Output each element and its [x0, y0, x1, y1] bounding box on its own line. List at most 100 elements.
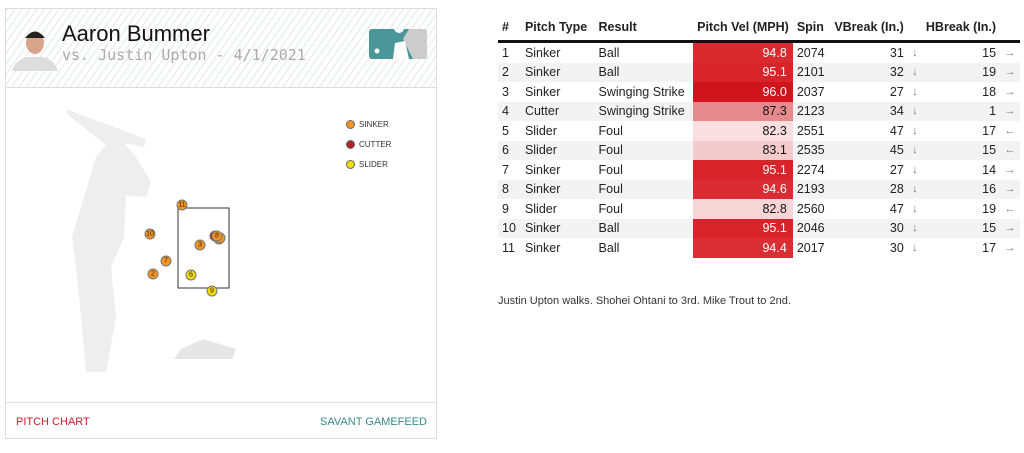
cell-spin: 2037	[796, 84, 825, 99]
table-row: 5 Slider Foul 82.3 2551 47 ↓ 17 ←	[498, 121, 1020, 141]
cell-vel: 95.1	[693, 218, 793, 238]
column-header[interactable]: Pitch Type	[520, 14, 595, 43]
cell-vb: 47	[889, 123, 904, 138]
column-header[interactable]	[907, 14, 922, 43]
cell-vel: 82.8	[693, 199, 793, 219]
cell-hb: 19	[982, 201, 997, 216]
cell-n: 6	[498, 140, 521, 160]
cell-vb: 45	[830, 140, 908, 160]
pitch-table: # Pitch Type Result Pitch Vel (MPH) Spin VBre…	[498, 14, 1020, 258]
cell-hba: →	[1000, 62, 1020, 82]
cell-spin: 2193	[792, 179, 831, 199]
cell-type: Slider	[524, 201, 557, 216]
cell-spin: 2551	[796, 123, 825, 138]
cell-result: Swinging Strike	[594, 101, 694, 121]
column-header[interactable]: Result	[594, 14, 694, 43]
cell-hba: ←	[1000, 140, 1020, 160]
pitch-marker[interactable]: 7	[160, 255, 172, 267]
cell-type: Sinker	[520, 62, 595, 82]
cell-n: 5	[502, 123, 509, 138]
cell-vel: 82.3	[693, 121, 793, 141]
cell-vba: ↓	[907, 218, 922, 238]
legend-label: CUTTER	[359, 139, 392, 149]
card-header: Aaron Bummer vs. Justin Upton - 4/1/2021	[6, 9, 436, 88]
pitch-marker[interactable]: 2	[147, 268, 159, 280]
column-header[interactable]	[1000, 14, 1020, 43]
play-summary: Justin Upton walks. Shohei Ohtani to 3rd…	[498, 295, 791, 307]
pitcher-name: Aaron Bummer	[62, 21, 210, 46]
cell-result: Ball	[594, 62, 694, 82]
cell-result: Foul	[598, 162, 623, 177]
cell-result: Ball	[598, 240, 620, 255]
savant-gamefeed-link[interactable]: SAVANT GAMEFEED	[320, 416, 427, 428]
table-row: 8 Sinker Foul 94.6 2193 28 ↓ 16 →	[498, 179, 1020, 199]
cell-hba: →	[1000, 101, 1020, 121]
cell-result: Ball	[594, 218, 694, 238]
cell-vel: 94.6	[693, 179, 793, 199]
legend-item: CUTTER	[346, 134, 391, 154]
cell-type: Cutter	[520, 101, 595, 121]
matchup-subtitle: vs. Justin Upton - 4/1/2021	[62, 46, 306, 64]
cell-n: 4	[498, 101, 521, 121]
cell-type: Sinker	[524, 240, 561, 255]
cell-hb: 18	[982, 84, 997, 99]
player-photo	[12, 31, 58, 71]
cell-vba: ↓	[912, 124, 918, 137]
table-row: 3 Sinker Swinging Strike 96.0 2037 27 ↓ 18 →	[498, 82, 1020, 102]
cell-spin: 2123	[792, 101, 831, 121]
table-row: 1 Sinker Ball 94.8 2074 31 ↓ 15 →	[498, 41, 1020, 63]
column-header[interactable]: VBreak (In.)	[830, 14, 908, 43]
column-header[interactable]: HBreak (In.)	[921, 14, 1001, 43]
column-header[interactable]: Pitch Vel (MPH)	[693, 14, 793, 43]
table-row: 6 Slider Foul 83.1 2535 45 ↓ 15 ←	[498, 140, 1020, 160]
cell-vba: ↓	[912, 241, 918, 254]
column-header[interactable]: Spin	[792, 14, 831, 43]
cell-vba: ↓	[912, 46, 918, 59]
strike-zone-plot: SINKER CUTTER SLIDER 8 3 11 10 6 2 9 7	[6, 87, 436, 405]
mlb-logo-icon	[369, 29, 427, 59]
cell-spin: 2101	[792, 62, 831, 82]
pitch-marker[interactable]: 9	[206, 285, 218, 297]
cell-hba: →	[1004, 241, 1016, 254]
pitch-marker[interactable]: 8	[211, 230, 223, 242]
cell-hb: 15	[982, 45, 997, 60]
cell-vel: 94.8	[693, 41, 793, 63]
table-row: 10 Sinker Ball 95.1 2046 30 ↓ 15 →	[498, 218, 1020, 238]
cell-type: Slider	[520, 140, 595, 160]
pitch-chart-card: Aaron Bummer vs. Justin Upton - 4/1/2021…	[5, 8, 437, 439]
cell-hba: →	[1000, 218, 1020, 238]
cell-vba: ↓	[907, 62, 922, 82]
table-row: 2 Sinker Ball 95.1 2101 32 ↓ 19 →	[498, 62, 1020, 82]
cell-type: Sinker	[520, 179, 595, 199]
cell-hb: 15	[921, 140, 1001, 160]
cell-vb: 30	[830, 218, 908, 238]
pitch-marker[interactable]: 11	[176, 199, 188, 211]
cell-n: 2	[498, 62, 521, 82]
pitch-chart-link[interactable]: PITCH CHART	[16, 416, 90, 428]
cell-hb: 17	[982, 123, 997, 138]
pitch-marker[interactable]: 3	[194, 239, 206, 251]
pitch-marker[interactable]: 10	[144, 228, 156, 240]
cell-hba: ←	[1004, 124, 1016, 137]
cell-type: Slider	[524, 123, 557, 138]
cell-vb: 27	[889, 84, 904, 99]
cell-vel: 87.3	[693, 101, 793, 121]
pitch-marker[interactable]: 6	[185, 269, 197, 281]
table-row: 4 Cutter Swinging Strike 87.3 2123 34 ↓ 1 →	[498, 101, 1020, 121]
cell-vb: 32	[830, 62, 908, 82]
cell-hba: →	[1004, 85, 1016, 98]
cell-vel: 96.0	[693, 82, 793, 102]
cell-hb: 14	[982, 162, 997, 177]
cell-type: Sinker	[524, 162, 561, 177]
cell-n: 7	[502, 162, 509, 177]
cell-n: 9	[502, 201, 509, 216]
cell-vel: 94.4	[693, 238, 793, 258]
cell-hba: ←	[1004, 202, 1016, 215]
pitch-legend: SINKER CUTTER SLIDER	[346, 114, 391, 174]
legend-item: SLIDER	[346, 154, 391, 174]
cell-spin: 2074	[796, 45, 825, 60]
legend-swatch	[346, 119, 355, 129]
cell-type: Sinker	[524, 84, 561, 99]
batter-silhouette	[66, 109, 236, 372]
column-header[interactable]: #	[498, 14, 521, 43]
